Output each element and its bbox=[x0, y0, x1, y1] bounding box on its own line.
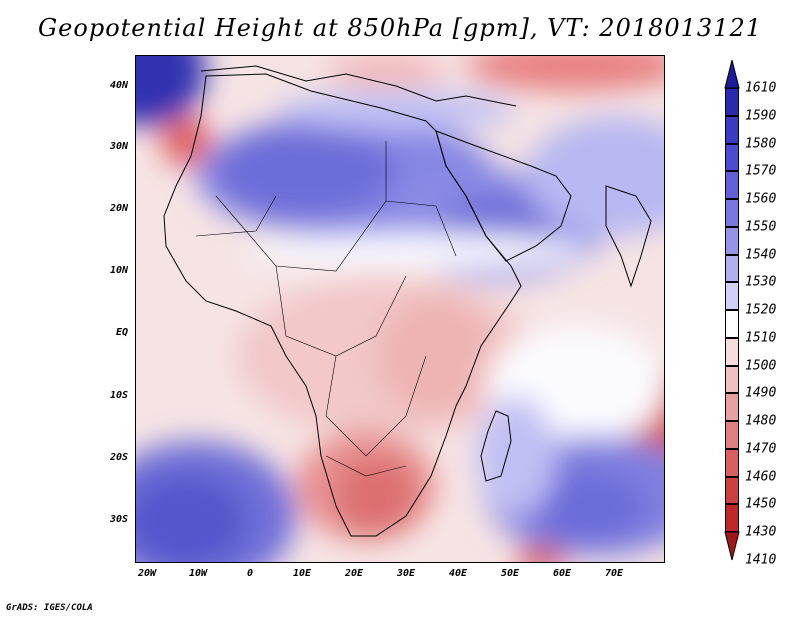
lon-label-40e: 40E bbox=[448, 568, 468, 579]
colorbar-label: 1510 bbox=[745, 330, 777, 346]
lon-label-20w: 20W bbox=[137, 568, 157, 579]
colorbar-top-arrow bbox=[724, 59, 740, 89]
colorbar-bottom-arrow bbox=[724, 531, 740, 561]
colorbar-label: 1540 bbox=[745, 247, 777, 262]
colorbar-label: 1480 bbox=[745, 413, 777, 429]
lat-label-40n: 40N bbox=[109, 80, 128, 91]
lon-label-20e: 20E bbox=[344, 568, 364, 579]
lat-label-30s: 30S bbox=[109, 514, 128, 525]
lon-label-0: 0 bbox=[246, 568, 254, 579]
colorbar-label: 1610 bbox=[745, 80, 777, 96]
lon-label-60e: 60E bbox=[552, 568, 572, 579]
colorbar-label: 1500 bbox=[745, 358, 777, 373]
colorbar-cell bbox=[725, 393, 739, 421]
colorbar-label: 1530 bbox=[745, 274, 777, 290]
colorbar-cell bbox=[725, 448, 739, 477]
map-panel bbox=[135, 55, 665, 563]
lat-label-10n: 10N bbox=[109, 265, 128, 276]
colorbar-cell bbox=[725, 310, 739, 338]
colorbar-label: 1460 bbox=[745, 469, 777, 484]
coastlines bbox=[163, 65, 652, 537]
colorbar-cell bbox=[725, 171, 739, 199]
colorbar-label: 1470 bbox=[745, 441, 777, 457]
borders bbox=[195, 141, 457, 477]
colorbar-cell bbox=[725, 115, 739, 144]
lat-label-10s: 10S bbox=[109, 390, 128, 401]
colorbar-cell bbox=[725, 421, 739, 449]
colorbar-cell bbox=[725, 143, 739, 172]
grads-credit: GrADS: IGES/COLA bbox=[6, 603, 93, 613]
colorbar-cell bbox=[725, 476, 739, 505]
colorbar-label: 1590 bbox=[745, 108, 777, 124]
colorbar-label: 1430 bbox=[745, 524, 777, 540]
colorbar-cell bbox=[725, 365, 739, 394]
page-title: Geopotential Height at 850hPa [gpm], VT:… bbox=[38, 14, 762, 42]
lat-label-eq: EQ bbox=[115, 327, 128, 338]
lat-label-30n: 30N bbox=[109, 141, 128, 152]
lon-label-10w: 10W bbox=[188, 568, 208, 579]
colorbar: 1610 1590 1580 1570 1560 1550 1540 1530 1520 1510… bbox=[724, 59, 785, 567]
lon-label-50e: 50E bbox=[500, 568, 520, 579]
colorbar-label: 1520 bbox=[745, 302, 777, 318]
colorbar-cell bbox=[725, 199, 739, 227]
lon-label-70e: 70E bbox=[604, 568, 624, 579]
map-canvas bbox=[136, 56, 664, 562]
colorbar-label: 1490 bbox=[745, 385, 777, 401]
colorbar-cell bbox=[725, 254, 739, 283]
colorbar-cell bbox=[725, 337, 739, 366]
colorbar-cell bbox=[725, 88, 739, 116]
colorbar-label: 1570 bbox=[745, 163, 777, 179]
colorbar-label: 1550 bbox=[745, 219, 777, 235]
lat-label-20s: 20S bbox=[109, 452, 128, 463]
colorbar-label: 1560 bbox=[745, 191, 777, 207]
lat-label-20n: 20N bbox=[109, 203, 128, 214]
colorbar-cell bbox=[725, 226, 739, 255]
colorbar-label: 1410 bbox=[745, 552, 777, 568]
colorbar-label: 1450 bbox=[745, 496, 777, 512]
colorbar-cell bbox=[725, 504, 739, 532]
colorbar-label: 1580 bbox=[745, 136, 777, 151]
lon-label-10e: 10E bbox=[292, 568, 312, 579]
colorbar-cell bbox=[725, 282, 739, 310]
lon-label-30e: 30E bbox=[396, 568, 416, 579]
